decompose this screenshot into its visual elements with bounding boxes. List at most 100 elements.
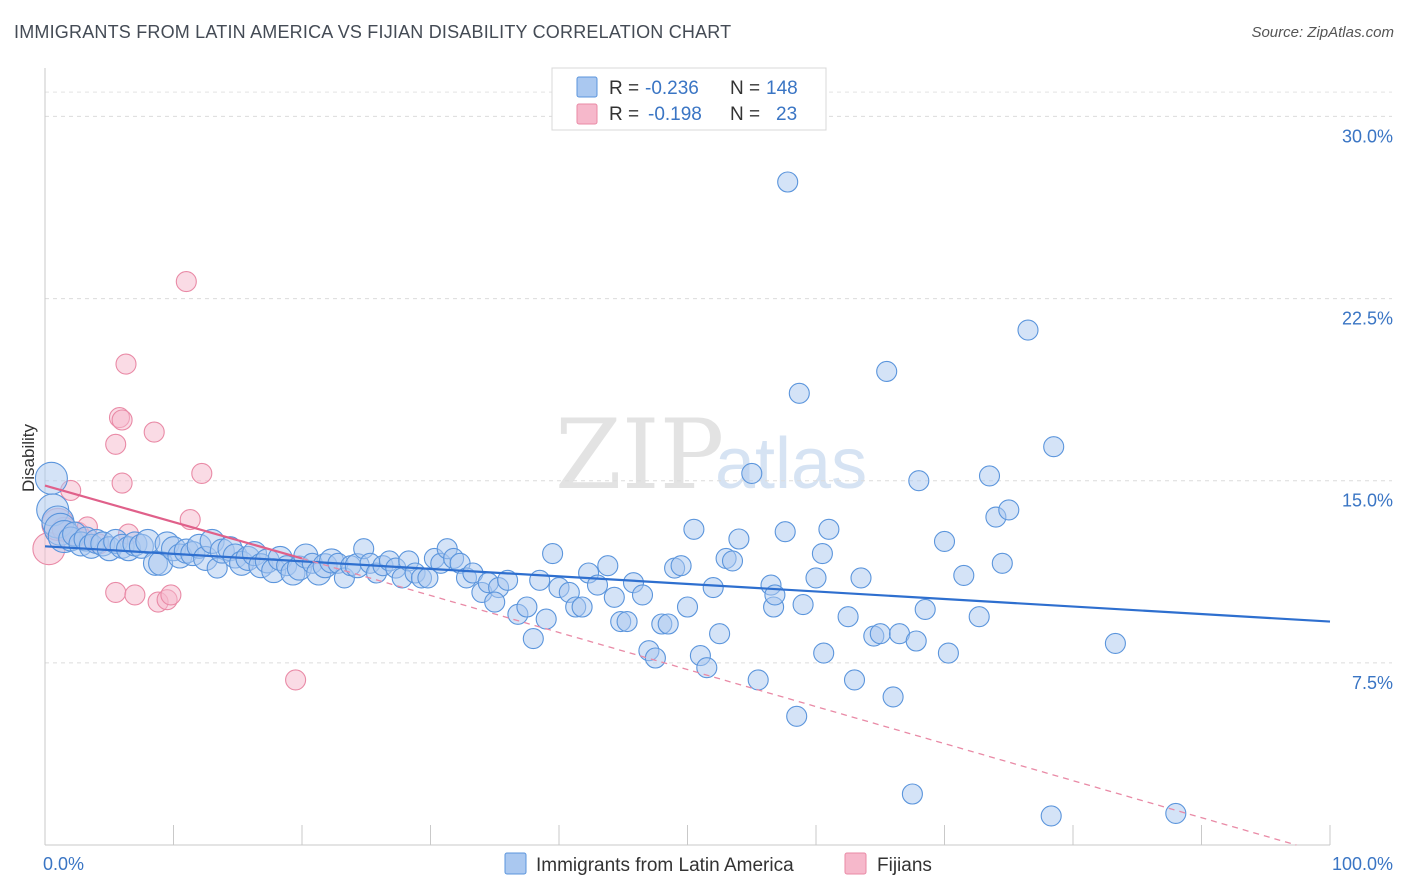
latin-america-point xyxy=(978,465,1001,487)
latin-america-point xyxy=(792,594,814,616)
y-tick-label: 7.5% xyxy=(1352,673,1393,693)
latin-america-point xyxy=(516,596,538,618)
latin-america-point xyxy=(876,360,898,382)
latin-america-point xyxy=(586,574,609,596)
latin-america-point xyxy=(850,567,872,589)
latin-america-point xyxy=(813,642,835,664)
legend-r-value-1: -0.236 xyxy=(645,78,699,99)
latin-america-point xyxy=(683,518,705,540)
latin-america-point xyxy=(843,669,866,691)
latin-america-point xyxy=(991,552,1013,574)
latin-america-point xyxy=(937,642,959,664)
latin-america-point xyxy=(542,543,564,565)
latin-america-point xyxy=(1165,802,1187,824)
latin-america-point xyxy=(535,608,557,630)
legend-swatch-latin-america xyxy=(576,76,598,98)
legend-r-label-2: R = xyxy=(609,104,639,125)
legend-n-label-1: N = xyxy=(730,78,760,99)
trend-line-latin-america xyxy=(44,545,1331,623)
latin-america-point xyxy=(709,623,731,645)
watermark-atlas: atlas xyxy=(715,424,867,504)
x-tick-label-max: 100.0% xyxy=(1332,854,1393,874)
latin-america-point xyxy=(869,623,891,645)
latin-america-point xyxy=(571,596,593,618)
latin-america-point xyxy=(1017,319,1039,341)
latin-america-point xyxy=(484,591,506,613)
latin-america-point xyxy=(644,647,666,669)
fijians-point xyxy=(111,472,133,494)
latin-america-point xyxy=(905,630,927,652)
bottom-legend-swatch-fijians xyxy=(844,852,867,875)
x-tick-label-min: 0.0% xyxy=(43,854,84,874)
latin-america-point xyxy=(1043,436,1065,458)
legend-r-label-1: R = xyxy=(609,78,639,99)
latin-america-point xyxy=(811,543,833,565)
y-tick-labels: 7.5% 15.0% 22.5% 30.0% xyxy=(1342,126,1393,692)
latin-america-point xyxy=(837,606,859,628)
fijians-point xyxy=(111,409,133,431)
latin-america-point xyxy=(818,518,840,540)
latin-america-point xyxy=(529,569,551,591)
source-credit: Source: ZipAtlas.com xyxy=(1251,24,1394,41)
bottom-legend-label-fijians: Fijians xyxy=(877,855,932,876)
latin-america-point xyxy=(908,470,930,492)
latin-america-point xyxy=(747,669,769,691)
axes xyxy=(44,68,1331,846)
latin-america-point xyxy=(786,705,808,727)
legend-n-label-2: N = xyxy=(730,104,760,125)
latin-america-point xyxy=(721,550,744,572)
latin-america-point xyxy=(497,569,519,591)
latin-america-point xyxy=(631,584,654,606)
legend-n-value-2: 23 xyxy=(776,104,797,125)
trend-line-fijians-extension xyxy=(301,557,1297,846)
legend-r-value-2: -0.198 xyxy=(648,104,702,125)
latin-america-point xyxy=(774,521,796,543)
y-tick-label: 30.0% xyxy=(1342,126,1393,146)
latin-america-point xyxy=(1104,632,1126,654)
bottom-legend-label-latin-america: Immigrants from Latin America xyxy=(536,855,794,876)
x-tick-labels: 0.0% 100.0% xyxy=(43,854,1393,874)
trend-line-fijians xyxy=(44,484,303,560)
latin-america-point xyxy=(603,586,625,608)
fijians-point xyxy=(115,353,137,375)
latin-america-point xyxy=(953,564,975,586)
latin-america-point xyxy=(657,613,679,635)
latin-america-point xyxy=(597,555,619,577)
latin-america-point xyxy=(901,783,923,805)
latin-america-point xyxy=(670,555,692,577)
latin-america-point xyxy=(805,567,827,589)
latin-america-point xyxy=(741,462,763,484)
latin-america-point xyxy=(968,606,990,628)
fijians-point xyxy=(191,462,213,484)
fijians-point xyxy=(160,584,182,606)
series-legend: Immigrants from Latin America Fijians xyxy=(504,852,932,876)
stats-legend: R = -0.236 N = 148 R = -0.198 N = 23 xyxy=(551,67,827,131)
trend-lines xyxy=(44,484,1331,846)
latin-america-point xyxy=(914,598,936,620)
latin-america-point xyxy=(933,530,956,552)
stats-legend-box xyxy=(551,67,827,131)
bottom-legend-swatch-latin-america xyxy=(504,852,527,875)
latin-america-point xyxy=(777,171,799,193)
latin-america-point xyxy=(696,657,718,679)
fijians-point xyxy=(285,669,307,691)
legend-n-value-1: 148 xyxy=(766,78,798,99)
chart-title: IMMIGRANTS FROM LATIN AMERICA VS FIJIAN … xyxy=(14,22,732,42)
latin-america-point xyxy=(998,499,1020,521)
fijians-point xyxy=(105,581,127,603)
y-axis-title: Disability xyxy=(19,423,38,492)
latin-america-point xyxy=(522,628,544,650)
latin-america-point xyxy=(702,577,724,599)
latin-america-point xyxy=(616,611,638,633)
fijians-point xyxy=(124,584,146,606)
fijians-point xyxy=(175,271,197,293)
latin-america-point xyxy=(788,382,810,404)
latin-america-point xyxy=(882,686,904,708)
watermark-zip: ZIP xyxy=(555,399,724,511)
gridlines xyxy=(45,91,1392,664)
latin-america-point xyxy=(676,596,699,618)
fijians-point xyxy=(143,421,165,443)
data-points xyxy=(32,171,1187,827)
y-tick-label: 22.5% xyxy=(1342,309,1393,329)
